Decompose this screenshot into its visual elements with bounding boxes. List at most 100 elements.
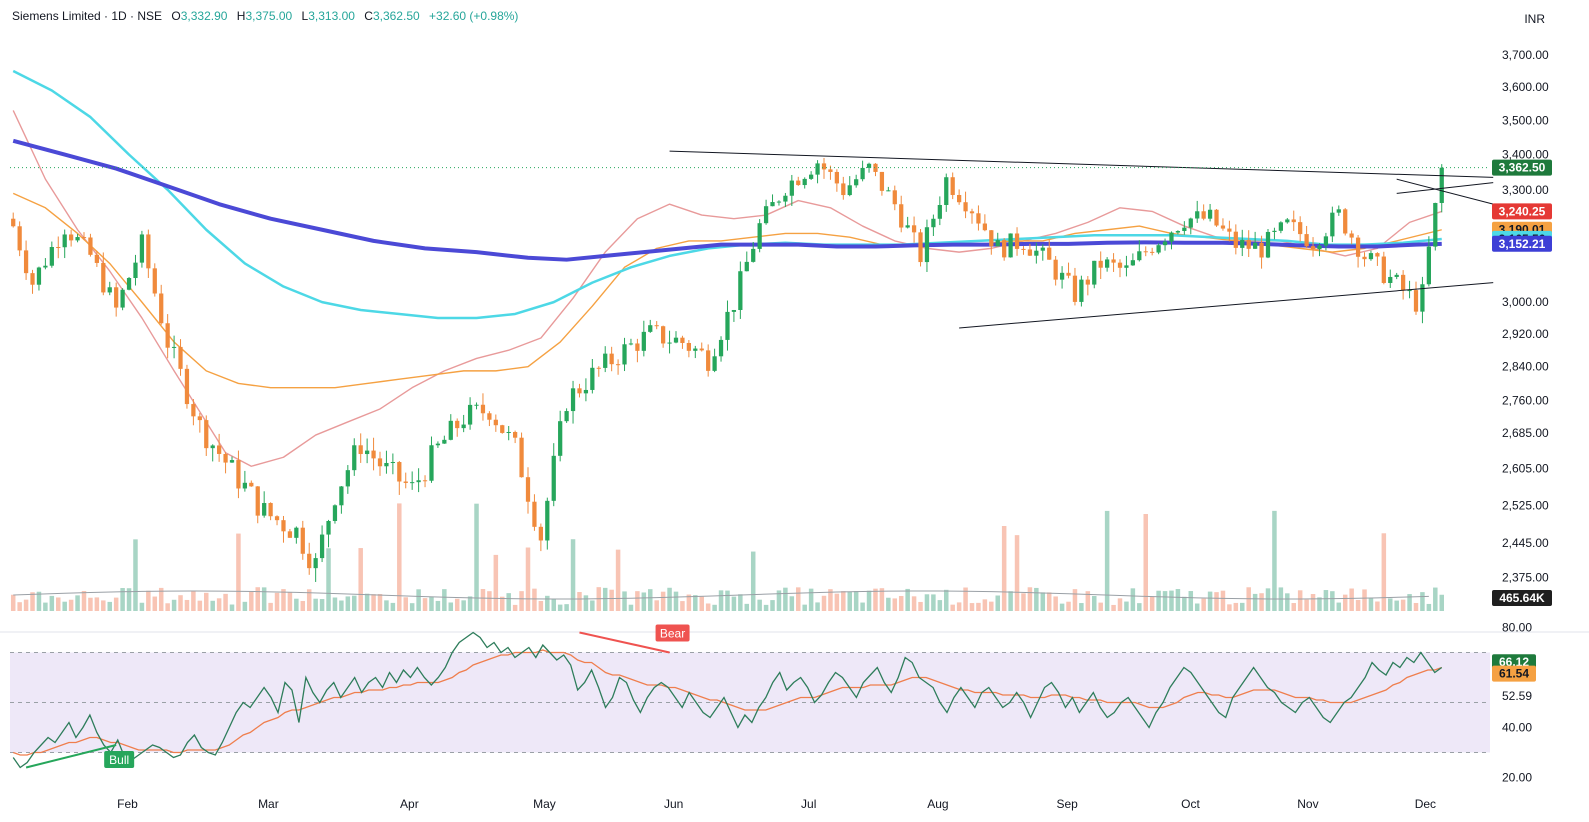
candle [1227, 220, 1232, 242]
candle [892, 185, 897, 211]
candle [49, 241, 54, 268]
volume-bar [776, 590, 782, 611]
candle-body [1259, 242, 1264, 258]
currency-label[interactable]: INR [1524, 12, 1545, 26]
candle-body [339, 486, 344, 506]
volume-bar [564, 604, 569, 611]
volume-bar [1143, 513, 1148, 611]
volume-bar [821, 595, 827, 611]
candle [352, 438, 357, 476]
candle-body [609, 353, 614, 365]
candle [442, 435, 447, 444]
candle-body [757, 223, 762, 249]
volume-bar [1381, 533, 1387, 611]
month-tick-9: Nov [1297, 797, 1318, 811]
volume-bar [1021, 593, 1026, 611]
candle-body [467, 404, 473, 425]
candle [435, 441, 441, 448]
candle [1059, 266, 1065, 289]
candle-body [204, 420, 209, 449]
candle [410, 471, 415, 490]
volume-bar [249, 591, 254, 611]
candle-body [564, 411, 569, 422]
candle-body [1253, 242, 1258, 249]
candle-body [1330, 212, 1335, 237]
candle [146, 229, 151, 278]
candle-body [88, 237, 93, 255]
candle [1220, 218, 1226, 231]
candle-body [242, 482, 247, 489]
candle-body [1388, 276, 1393, 283]
volume-bar [487, 591, 492, 611]
candle-body [995, 240, 1000, 247]
volume-bar [718, 590, 724, 611]
candle-body [899, 204, 904, 228]
candle-body [69, 234, 74, 241]
candle [332, 504, 338, 524]
candle-body [11, 218, 16, 227]
volume-bar [364, 593, 370, 611]
candle [957, 189, 962, 205]
volume-bar [68, 599, 74, 611]
candle [854, 174, 859, 188]
candle [1021, 246, 1026, 255]
candle-body [590, 367, 595, 390]
volume-bar [152, 596, 158, 611]
candle-body [866, 163, 872, 168]
candle-body [944, 177, 949, 206]
candle-body [1298, 222, 1303, 235]
candle [757, 219, 762, 253]
volume-bar [847, 591, 852, 611]
candle-body [1310, 246, 1316, 250]
volume-bar [602, 587, 608, 611]
candle-body [950, 177, 955, 195]
trendline-2 [1396, 178, 1494, 205]
low-value: 3,313.00 [308, 9, 355, 23]
volume-bar [23, 599, 29, 611]
trendline-1 [959, 282, 1494, 329]
candle-body [905, 225, 910, 228]
price-tick-label-3: 3,400.00 [1502, 148, 1549, 162]
candle [590, 359, 595, 394]
volume-bar [1413, 602, 1419, 611]
candle-body [1182, 227, 1187, 232]
candle [358, 433, 363, 463]
candle [1162, 238, 1168, 251]
candle [126, 276, 132, 291]
price-tick-label-0: 3,700.00 [1502, 48, 1549, 62]
candle [1040, 244, 1045, 261]
candle [56, 236, 61, 259]
volume-bar [1330, 591, 1335, 611]
candle [88, 233, 93, 257]
candle [1259, 235, 1264, 269]
volume-bar [1227, 604, 1232, 611]
candle [339, 486, 344, 514]
price-label-box-1 [1492, 203, 1552, 220]
month-tick-5: Jul [801, 797, 816, 811]
volume-bar [422, 598, 428, 611]
volume-bar [615, 549, 621, 611]
candle-body [461, 424, 466, 429]
candle [796, 176, 801, 186]
volume-bar [705, 603, 711, 611]
volume-bar [712, 604, 717, 611]
volume-bar [1162, 591, 1168, 611]
candle-body [1162, 241, 1168, 246]
candle-body [455, 420, 460, 429]
symbol-legend: Siemens Limited · 1D · NSE O3,332.90 H3,… [12, 9, 518, 23]
candle [94, 250, 99, 267]
candle-body [815, 163, 820, 175]
candle-body [236, 460, 241, 489]
candle [1085, 276, 1090, 296]
volume-bar [1117, 598, 1123, 611]
candle-body [1195, 211, 1200, 219]
candle-body [319, 534, 325, 559]
symbol-name[interactable]: Siemens Limited · 1D · NSE [12, 9, 163, 23]
volume-bar [191, 591, 196, 611]
volume-bar [319, 599, 325, 611]
candle [467, 397, 473, 430]
candle [461, 414, 466, 433]
candle [242, 470, 247, 492]
